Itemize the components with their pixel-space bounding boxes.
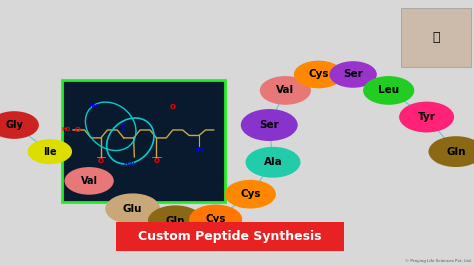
Text: H: H [122, 123, 126, 128]
FancyBboxPatch shape [62, 80, 225, 202]
Circle shape [0, 111, 39, 139]
Text: Custom Peptide Synthesis: Custom Peptide Synthesis [138, 230, 322, 243]
Circle shape [148, 205, 203, 236]
Text: Leu: Leu [378, 85, 399, 95]
Text: Val: Val [276, 85, 294, 95]
Text: 🐟: 🐟 [432, 31, 440, 44]
Text: Ser: Ser [259, 120, 279, 130]
Text: Cys: Cys [205, 214, 226, 225]
Circle shape [64, 167, 114, 195]
Text: Gly: Gly [5, 120, 23, 130]
Text: Tyr: Tyr [418, 112, 436, 122]
Text: Glu: Glu [123, 204, 143, 214]
Text: HO: HO [61, 127, 70, 132]
Text: NH: NH [194, 148, 204, 153]
Text: Cys: Cys [240, 189, 261, 199]
Text: Ala: Ala [264, 157, 283, 167]
Text: H₂N: H₂N [124, 162, 135, 167]
FancyBboxPatch shape [401, 8, 471, 66]
Polygon shape [69, 154, 225, 201]
Text: HN: HN [88, 104, 97, 109]
Text: Ser: Ser [343, 69, 363, 80]
Circle shape [260, 76, 311, 105]
Text: O: O [170, 104, 176, 110]
Circle shape [294, 61, 343, 88]
Circle shape [329, 61, 377, 88]
Circle shape [246, 147, 301, 178]
Text: Ile: Ile [43, 147, 56, 157]
Circle shape [428, 136, 474, 167]
Text: Cys: Cys [308, 69, 329, 80]
Text: Gln: Gln [165, 216, 185, 226]
Text: O: O [75, 127, 81, 133]
Text: Gln: Gln [446, 147, 466, 157]
Circle shape [105, 193, 160, 224]
Circle shape [189, 205, 242, 234]
Text: O: O [154, 158, 159, 164]
Circle shape [399, 102, 454, 132]
Circle shape [363, 76, 414, 105]
Text: Val: Val [81, 176, 98, 186]
Circle shape [225, 180, 276, 209]
Text: © Praying Life Sciences Pvt. Ltd.: © Praying Life Sciences Pvt. Ltd. [405, 259, 472, 263]
Circle shape [27, 139, 72, 164]
Text: O: O [98, 158, 104, 164]
Text: N: N [122, 127, 126, 132]
Circle shape [241, 109, 298, 141]
FancyBboxPatch shape [116, 222, 344, 251]
